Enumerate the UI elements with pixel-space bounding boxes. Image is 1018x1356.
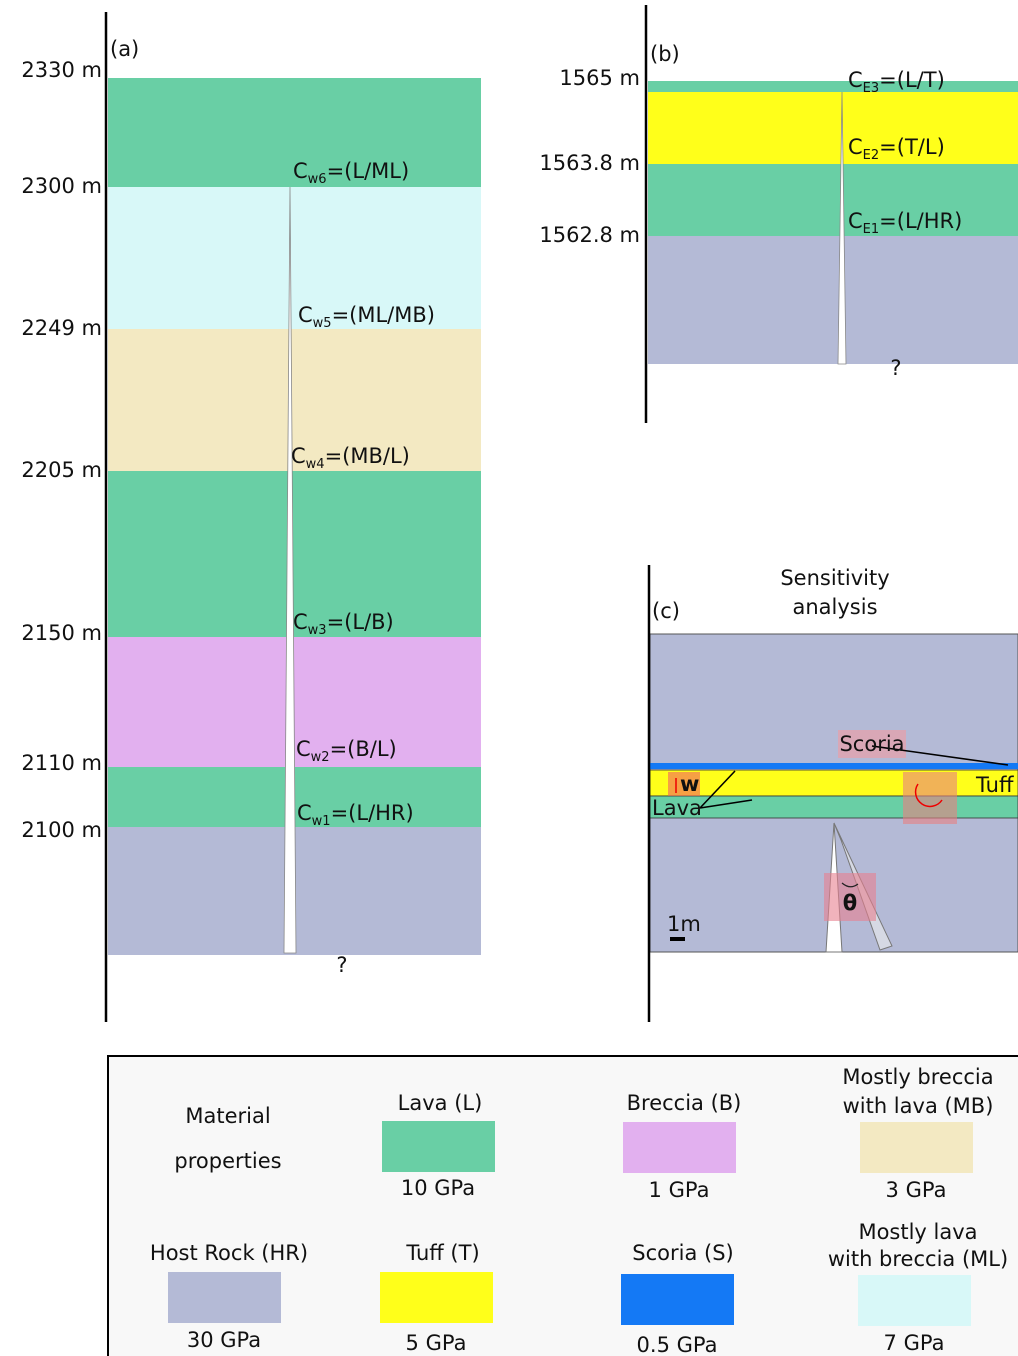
legend-swatch (621, 1274, 734, 1325)
contact-label: CE3=(L/T) (848, 68, 945, 96)
panel-label: (a) (110, 37, 139, 61)
legend-modulus: 1 GPa (649, 1178, 710, 1202)
legend-modulus: 30 GPa (187, 1328, 261, 1352)
contact-symbol: C (293, 159, 308, 183)
legend-label: Breccia (B) (627, 1091, 742, 1115)
contact-text: =(MB/L) (325, 444, 410, 468)
depth-label: 2300 m (21, 174, 102, 198)
contact-symbol: C (848, 135, 863, 159)
depth-label: 1563.8 m (539, 151, 640, 175)
layer-lava (648, 164, 1018, 236)
contact-subscript: w4 (306, 457, 325, 472)
contact-symbol: C (848, 209, 863, 233)
annotation: Lava (652, 796, 702, 820)
contact-text: =(L/HR) (331, 801, 414, 825)
depth-label: 1562.8 m (539, 223, 640, 247)
scale-label: 1m (667, 912, 701, 936)
legend-title: Material (185, 1104, 270, 1128)
highlight (903, 772, 957, 824)
legend-label: with breccia (ML) (828, 1247, 1008, 1271)
panel-label: (c) (652, 599, 680, 623)
legend-label: Host Rock (HR) (150, 1241, 308, 1265)
annotation: Tuff (975, 773, 1014, 797)
legend-modulus: 7 GPa (884, 1331, 945, 1355)
legend-modulus: 5 GPa (406, 1331, 467, 1355)
depth-label: 2150 m (21, 621, 102, 645)
legend-label: Lava (L) (398, 1091, 483, 1115)
contact-symbol: C (293, 610, 308, 634)
contact-label: CE2=(T/L) (848, 135, 945, 163)
depth-label: 2249 m (21, 316, 102, 340)
contact-subscript: E2 (863, 148, 880, 163)
layer-scoria (650, 763, 1018, 769)
legend-label: with lava (MB) (843, 1094, 994, 1118)
legend-label: Mostly breccia (842, 1065, 993, 1089)
contact-subscript: E1 (863, 222, 880, 237)
legend-modulus: 0.5 GPa (637, 1333, 718, 1356)
contact-symbol: C (298, 303, 313, 327)
legend-swatch (860, 1122, 973, 1173)
contact-text: =(L/T) (879, 68, 945, 92)
legend-modulus: 10 GPa (401, 1176, 475, 1200)
depth-label: 2205 m (21, 458, 102, 482)
legend-swatch (623, 1122, 736, 1173)
contact-subscript: w5 (313, 316, 332, 331)
contact-symbol: C (848, 68, 863, 92)
legend-label: Mostly lava (858, 1220, 977, 1244)
contact-text: =(T/L) (879, 135, 945, 159)
contact-symbol: C (296, 737, 311, 761)
legend-swatch (168, 1272, 281, 1323)
contact-subscript: w6 (308, 172, 327, 187)
layer-host-rock (648, 236, 1018, 364)
scale-bar (670, 937, 685, 941)
contact-text: =(L/HR) (879, 209, 962, 233)
contact-symbol: C (297, 801, 312, 825)
layer-tuff (650, 770, 1018, 796)
annotation: w (680, 772, 699, 796)
contact-text: =(L/B) (327, 610, 394, 634)
legend-swatch (380, 1272, 493, 1323)
contact-subscript: w3 (308, 623, 327, 638)
legend-label: Tuff (T) (405, 1241, 479, 1265)
legend-label: Scoria (S) (632, 1241, 733, 1265)
contact-text: =(L/ML) (327, 159, 410, 183)
depth-label: 2100 m (21, 818, 102, 842)
depth-label: 1565 m (559, 66, 640, 90)
depth-label: 2330 m (21, 58, 102, 82)
layer-lava (648, 81, 1018, 92)
layer-tuff (648, 92, 1018, 164)
annotation: Scoria (839, 732, 904, 756)
figure: (a) 2330 m 2300 m 2249 m 2205 m 2150 m 2110 m 2… (0, 0, 1018, 1356)
depth-label: 2110 m (21, 751, 102, 775)
contact-subscript: w2 (311, 750, 330, 765)
annotation: θ (843, 891, 857, 915)
contact-text: =(B/L) (330, 737, 397, 761)
panel-c-model (649, 565, 1018, 1022)
legend-modulus: 3 GPa (886, 1178, 947, 1202)
legend-title: properties (174, 1149, 281, 1173)
panel-title: Sensitivity (780, 566, 889, 590)
unknown-marker: ? (890, 356, 901, 380)
panel-label: (b) (650, 42, 680, 66)
contact-subscript: w1 (312, 814, 331, 829)
panel-title: analysis (792, 595, 877, 619)
legend-swatch (858, 1275, 971, 1326)
legend-swatch (382, 1121, 495, 1172)
unknown-marker: ? (336, 953, 347, 977)
contact-subscript: E3 (863, 81, 880, 96)
contact-symbol: C (291, 444, 306, 468)
page: {"panel_a": {"label": "(a)", "depths": [… (0, 0, 1018, 1356)
contact-text: =(ML/MB) (332, 303, 435, 327)
